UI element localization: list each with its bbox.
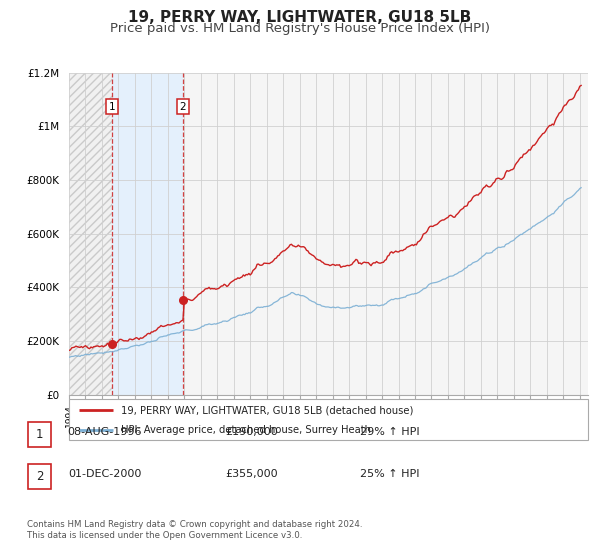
Text: This data is licensed under the Open Government Licence v3.0.: This data is licensed under the Open Gov… xyxy=(27,531,302,540)
Text: 08-AUG-1996: 08-AUG-1996 xyxy=(68,427,142,437)
Text: 1: 1 xyxy=(109,101,115,111)
Text: 29% ↑ HPI: 29% ↑ HPI xyxy=(360,427,420,437)
Text: 25% ↑ HPI: 25% ↑ HPI xyxy=(360,469,420,479)
Text: Contains HM Land Registry data © Crown copyright and database right 2024.: Contains HM Land Registry data © Crown c… xyxy=(27,520,362,529)
Text: HPI: Average price, detached house, Surrey Heath: HPI: Average price, detached house, Surr… xyxy=(121,424,371,435)
Text: 1: 1 xyxy=(36,428,43,441)
Text: 19, PERRY WAY, LIGHTWATER, GU18 5LB (detached house): 19, PERRY WAY, LIGHTWATER, GU18 5LB (det… xyxy=(121,405,413,415)
Bar xyxy=(69,73,112,395)
Text: £190,000: £190,000 xyxy=(226,427,278,437)
Text: 2: 2 xyxy=(180,101,187,111)
Bar xyxy=(112,73,183,395)
Text: 2: 2 xyxy=(36,470,43,483)
Text: Price paid vs. HM Land Registry's House Price Index (HPI): Price paid vs. HM Land Registry's House … xyxy=(110,22,490,35)
Bar xyxy=(69,73,112,395)
Text: 01-DEC-2000: 01-DEC-2000 xyxy=(68,469,142,479)
Text: 19, PERRY WAY, LIGHTWATER, GU18 5LB: 19, PERRY WAY, LIGHTWATER, GU18 5LB xyxy=(128,10,472,25)
Text: £355,000: £355,000 xyxy=(226,469,278,479)
